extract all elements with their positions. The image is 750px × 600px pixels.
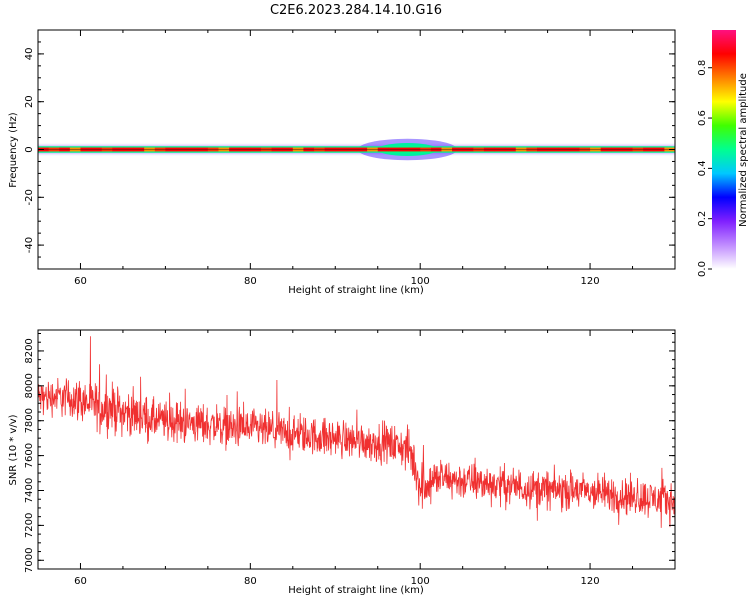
spectrogram-xtick-label: 100 [411,276,430,287]
colorbar-gradient [712,30,736,269]
spectrogram-ytick-label: -40 [24,237,35,253]
snr-ytick-label: 8200 [24,338,35,363]
spectrogram-panel: 60 80 100 120 -40 -20 0 20 40 Height of straight… [8,29,676,296]
snr-plot-background [38,330,675,569]
spectrogram-frame [37,29,676,270]
snr-ytick-label: 7400 [24,478,35,503]
colorbar-tick-label: 0.4 [697,160,708,176]
snr-frame [37,329,676,570]
snr-xlabel: Height of straight line (km) [288,585,424,596]
snr-xtick-label: 60 [74,576,87,587]
snr-ytick-label: 7000 [24,548,35,573]
spectral-band [38,138,675,161]
snr-axes: 60 80 100 120 7000 7200 7400 7600 7800 8000 8200 [24,330,676,587]
spectrogram-ytick-label: 40 [24,48,35,61]
snr-ytick-label: 7200 [24,513,35,538]
spectrogram-ylabel: Frequency (Hz) [8,112,19,188]
spectrogram-ytick-label: -20 [24,189,35,205]
colorbar-ticks: 0.0 0.2 0.4 0.6 0.8 [697,60,712,277]
spectrogram-ytick-label: 0 [24,146,35,152]
colorbar-tick-label: 0.6 [697,110,708,126]
snr-xtick-label: 80 [244,576,257,587]
colorbar-tick-label: 0.8 [697,60,708,76]
snr-panel: 60 80 100 120 7000 7200 7400 7600 7800 8000 8200 H… [8,329,676,596]
snr-xtick-label: 120 [581,576,600,587]
colorbar: 0.0 0.2 0.4 0.6 0.8 Normalized spectral ampl… [697,30,749,277]
snr-ytick-label: 7600 [24,443,35,468]
spectrogram-xlabel: Height of straight line (km) [288,285,424,296]
spectrogram-xtick-label: 60 [74,276,87,287]
spectrogram-xtick-label: 120 [581,276,600,287]
spectrogram-ytick-label: 20 [24,95,35,108]
snr-ylabel: SNR (10 * v/v) [8,414,19,485]
snr-series [38,336,675,528]
colorbar-tick-label: 0.0 [697,261,708,277]
colorbar-tick-label: 0.2 [697,211,708,227]
figure-title: C2E6.2023.284.14.10.G16 [270,3,442,18]
colorbar-label: Normalized spectral amplitude [738,73,749,227]
snr-ytick-label: 7800 [24,408,35,433]
snr-line [38,336,675,528]
snr-xtick-label: 100 [411,576,430,587]
spectrogram-xtick-label: 80 [244,276,257,287]
snr-ytick-label: 8000 [24,373,35,398]
